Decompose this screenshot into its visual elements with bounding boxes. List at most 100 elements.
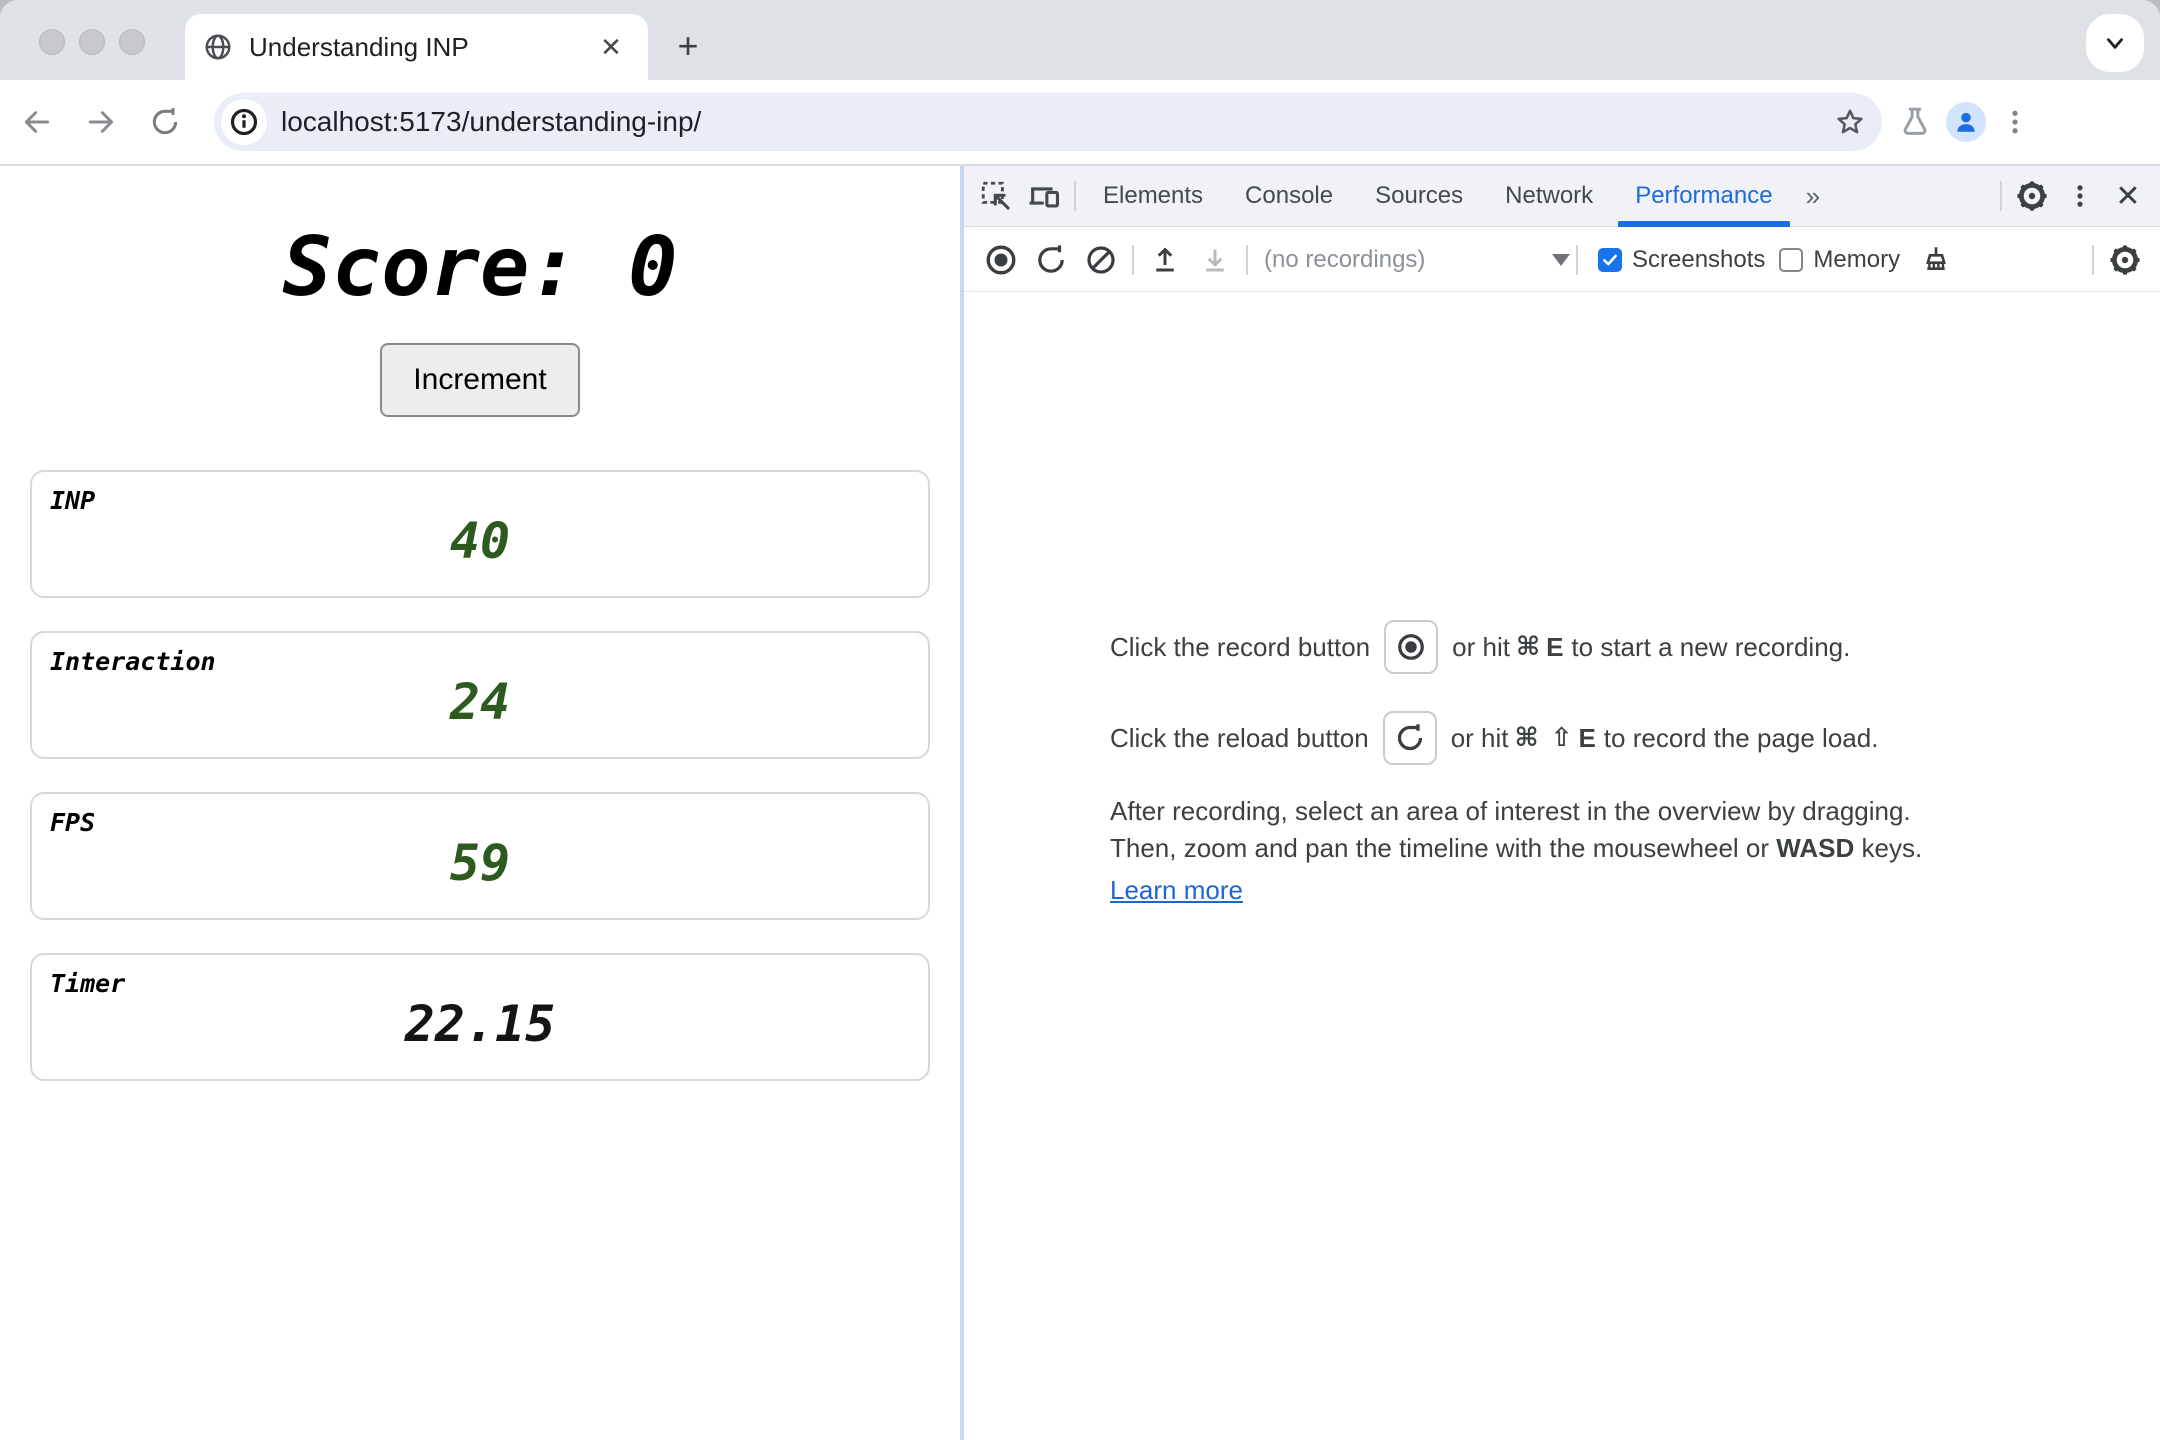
record-and-reload-button[interactable] — [1029, 238, 1073, 282]
close-window-button[interactable] — [39, 29, 65, 55]
instruction-text: Click the reload button — [1110, 722, 1369, 753]
collect-garbage-button[interactable] — [1914, 238, 1958, 282]
forward-button[interactable] — [74, 95, 128, 149]
person-icon — [1957, 112, 1975, 132]
performance-landing: Click the record button or hit ⌘ E to st… — [964, 293, 2160, 1440]
kebab-menu-icon — [2077, 185, 2083, 207]
wasd-keys-text: WASD — [1776, 833, 1855, 863]
stat-value: 59 — [449, 834, 511, 892]
tab-elements[interactable]: Elements — [1103, 182, 1204, 209]
reload-icon — [152, 108, 178, 135]
clear-button[interactable] — [1079, 238, 1123, 282]
bookmark-star-button[interactable] — [1834, 106, 1866, 138]
record-button-illustration — [1384, 620, 1439, 674]
tab-search-button[interactable] — [2086, 14, 2144, 72]
stat-box-timer: Timer 22.15 — [30, 953, 930, 1081]
device-toolbar-button[interactable] — [1020, 172, 1068, 220]
address-bar[interactable]: localhost:5173/understanding-inp/ — [214, 93, 1882, 151]
dropdown-arrow-icon — [1552, 253, 1570, 266]
devtools-panel: Elements Console Sources Network Perform… — [964, 166, 2160, 1440]
cmd-key-glyph: ⌘ — [1515, 632, 1541, 662]
record-button[interactable] — [979, 238, 1023, 282]
check-icon — [1603, 254, 1617, 265]
divider — [1246, 244, 1248, 275]
tab-sources[interactable]: Sources — [1375, 182, 1464, 209]
devtools-resizer[interactable] — [960, 166, 964, 1440]
url-text[interactable]: localhost:5173/understanding-inp/ — [281, 106, 702, 137]
divider — [2000, 181, 2002, 211]
reload-instruction-row: Click the reload button or hit ⌘ ⇧ E to … — [1110, 711, 1922, 765]
inspect-element-button[interactable] — [972, 172, 1020, 220]
back-arrow-icon — [24, 111, 50, 133]
stat-label: INP — [50, 486, 96, 515]
browser-toolbar: localhost:5173/understanding-inp/ — [0, 80, 2160, 166]
e-key-glyph: E — [1578, 722, 1596, 753]
save-profile-button[interactable] — [1193, 238, 1237, 282]
screenshots-checkbox[interactable] — [1598, 247, 1622, 272]
chevron-down-icon — [2107, 38, 2123, 49]
instruction-text: Click the record button — [1110, 631, 1371, 662]
devtools-settings-button[interactable] — [2008, 172, 2056, 220]
kebab-menu-icon — [2012, 110, 2018, 134]
flask-icon — [1903, 107, 1927, 135]
capture-settings-button[interactable] — [2103, 238, 2147, 282]
device-toolbar-icon — [1029, 187, 1060, 208]
instruction-text: keys. — [1861, 833, 1923, 863]
minimize-window-button[interactable] — [79, 29, 105, 55]
tab-title: Understanding INP — [249, 31, 469, 62]
gear-icon — [2017, 181, 2047, 211]
divider — [1132, 244, 1134, 275]
record-icon — [986, 245, 1016, 274]
tab-console[interactable]: Console — [1245, 182, 1334, 209]
new-tab-button[interactable]: + — [677, 25, 699, 66]
devtools-menu-button[interactable] — [2056, 172, 2104, 220]
garbage-brush-icon — [1926, 246, 1946, 270]
record-icon — [1398, 634, 1425, 660]
profile-avatar-button[interactable] — [1946, 102, 1986, 142]
tab-performance[interactable]: Performance — [1614, 166, 1793, 227]
reload-button-illustration — [1382, 711, 1437, 765]
stat-label: Interaction — [50, 647, 216, 676]
tab-close-button[interactable]: ✕ — [600, 31, 622, 62]
favicon-globe-icon — [203, 32, 233, 62]
stat-label: FPS — [50, 808, 96, 837]
recordings-placeholder: (no recordings) — [1264, 245, 1426, 273]
reload-icon — [1038, 244, 1064, 273]
cmd-key-glyph: ⌘ — [1514, 723, 1539, 753]
stat-value: 22.15 — [404, 995, 556, 1053]
increment-button[interactable]: Increment — [380, 343, 580, 417]
zoom-window-button[interactable] — [119, 29, 145, 55]
screenshots-label[interactable]: Screenshots — [1632, 245, 1766, 273]
overview-instruction-paragraph: After recording, select an area of inter… — [1110, 793, 1922, 867]
window-controls[interactable] — [39, 29, 145, 55]
gear-icon — [2110, 244, 2140, 275]
more-tabs-button[interactable]: » — [1805, 180, 1820, 211]
learn-more-link[interactable]: Learn more — [1110, 875, 1243, 905]
browser-tab[interactable]: Understanding INP ✕ — [185, 14, 648, 80]
recordings-select[interactable]: (no recordings) — [1264, 246, 1570, 274]
browser-menu-button[interactable] — [2000, 107, 2030, 137]
reload-icon — [1397, 724, 1422, 751]
instruction-text: or hit — [1450, 722, 1509, 753]
divider — [2092, 244, 2094, 275]
back-button[interactable] — [10, 95, 64, 149]
upload-icon — [1156, 247, 1174, 271]
score-heading: Score: 0 — [282, 220, 678, 315]
devtools-tab-bar: Elements Console Sources Network Perform… — [964, 166, 2160, 227]
instruction-text: to record the page load. — [1603, 722, 1879, 753]
site-info-button[interactable] — [221, 99, 267, 145]
divider — [1074, 181, 1076, 211]
load-profile-button[interactable] — [1143, 238, 1187, 282]
memory-label[interactable]: Memory — [1813, 245, 1901, 273]
performance-toolbar: (no recordings) Screenshots Memory — [964, 228, 2160, 292]
stats-list: INP 40 Interaction 24 FPS 59 Timer 22.15 — [30, 470, 930, 1114]
reload-button[interactable] — [138, 95, 192, 149]
close-devtools-button[interactable]: ✕ — [2115, 179, 2141, 213]
block-icon — [1087, 245, 1115, 274]
memory-checkbox[interactable] — [1779, 247, 1804, 272]
stat-box-inp: INP 40 — [30, 470, 930, 598]
experiments-flask-button[interactable] — [1898, 105, 1932, 139]
tab-network[interactable]: Network — [1505, 182, 1594, 209]
stat-label: Timer — [50, 969, 126, 998]
